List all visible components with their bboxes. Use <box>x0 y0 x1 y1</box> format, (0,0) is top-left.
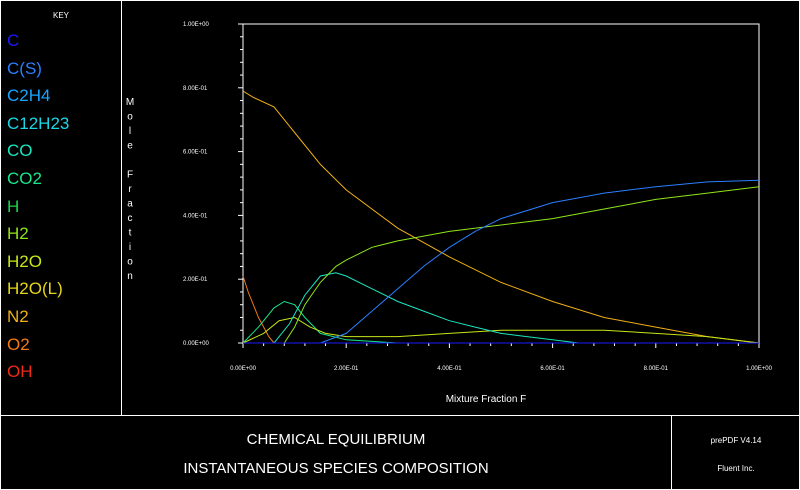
chart-title: CHEMICAL EQUILIBRIUM <box>246 431 426 448</box>
y-axis-label-char: o <box>127 112 133 123</box>
key-item-h2: H2 <box>7 224 29 244</box>
y-axis-label-char: t <box>129 228 132 239</box>
x-tick-label: 1.00E+00 <box>746 366 773 372</box>
key-item-cs: C(S) <box>7 58 42 78</box>
title-panel: CHEMICAL EQUILIBRIUM INSTANTANEOUS SPECI… <box>0 415 672 490</box>
key-item-oh: OH <box>7 362 33 382</box>
x-tick-label: 4.00E-01 <box>437 366 462 372</box>
y-axis-label-char: a <box>127 199 133 210</box>
y-axis-label-char: l <box>129 126 131 137</box>
key-item-co2: CO2 <box>7 169 42 188</box>
series-line-o2 <box>242 275 275 344</box>
y-tick-label: 8.00E-01 <box>183 86 208 92</box>
info-panel: prePDF V4.14 Fluent Inc. <box>671 415 800 490</box>
series-line-h2o <box>242 316 760 344</box>
key-item-o2: O2 <box>7 334 30 354</box>
y-tick-label: 4.00E-01 <box>183 213 208 219</box>
key-item-c12h23: C12H23 <box>7 113 70 133</box>
key-item-h2ol: H2O(L) <box>7 279 63 299</box>
x-tick-label: 6.00E-01 <box>540 366 565 372</box>
y-axis-label-char: e <box>127 141 133 152</box>
y-axis-label-char: o <box>127 257 133 268</box>
y-tick-label: 0.00E+00 <box>183 341 210 347</box>
series-line-cs <box>304 179 760 344</box>
y-tick-label: 1.00E+00 <box>183 22 210 28</box>
x-tick-label: 8.00E-01 <box>644 366 669 372</box>
x-tick-label: 0.00E+00 <box>230 366 257 372</box>
y-axis-label-char: c <box>128 213 133 224</box>
version-label: prePDF V4.14 <box>710 436 762 445</box>
key-item-c: C <box>7 31 20 50</box>
key-panel: KEY C C(S) C2H4 C12H23 CO CO2 H H2 H2O H2O(L) N2 O2… <box>0 0 122 416</box>
plot-area-border <box>242 23 760 344</box>
key-item-c2h4: C2H4 <box>7 86 51 106</box>
key-item-co: CO <box>7 141 33 161</box>
chart: 0.00E+00 2.00E-01 4.00E-01 6.00E-01 8.00E-01… <box>126 22 773 405</box>
x-axis-label: Mixture Fraction F <box>446 394 527 405</box>
y-axis-label-char: M <box>126 97 134 108</box>
x-tick-label: 2.00E-01 <box>334 366 359 372</box>
y-tick-label: 6.00E-01 <box>183 150 208 156</box>
key-title: KEY <box>52 11 69 20</box>
y-tick-label: 2.00E-01 <box>183 277 208 283</box>
key-item-h2o: H2O <box>7 251 42 271</box>
company-label: Fluent Inc. <box>717 464 755 473</box>
y-axis-label-char: r <box>128 184 132 195</box>
y-axis-label-char: n <box>127 271 133 282</box>
chart-subtitle: INSTANTANEOUS SPECIES COMPOSITION <box>183 460 489 477</box>
series-line-n2 <box>242 90 760 344</box>
series-line-co <box>273 272 605 344</box>
series-line-h2 <box>283 186 760 344</box>
y-axis-label-char: i <box>129 242 131 253</box>
key-item-h: H <box>7 196 20 216</box>
key-item-n2: N2 <box>7 307 29 326</box>
y-axis-label-char: F <box>127 170 133 181</box>
